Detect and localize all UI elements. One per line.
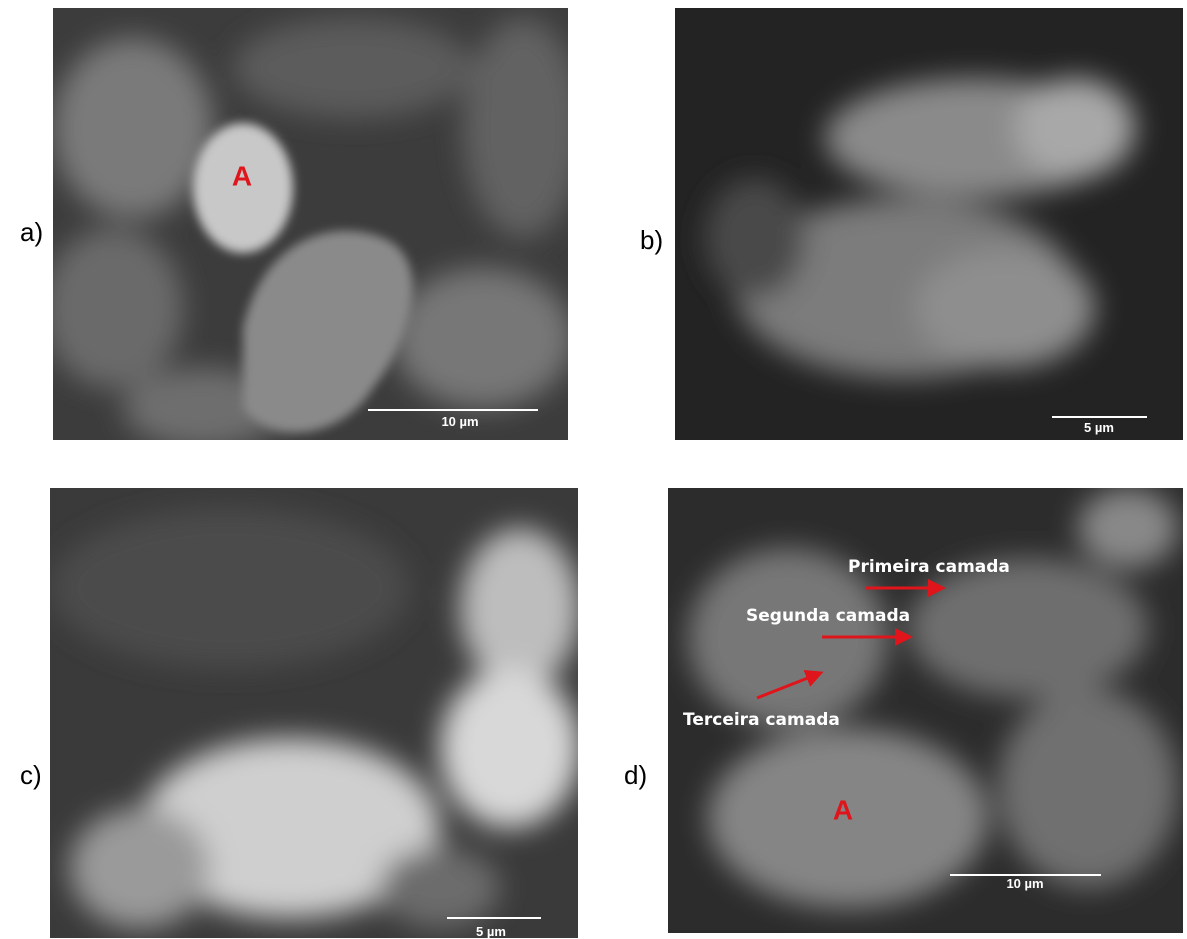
annotation: Terceira camada [683,710,840,730]
annotation: A [833,794,853,825]
sem-image-b [675,8,1183,440]
panel-label: c) [20,760,42,790]
annotation: Segunda camada [746,606,910,626]
figure: 10 µm A a) 5 µm b) 5 µm c) [0,0,1187,939]
annotation: A [232,160,252,191]
panel-label: a) [20,217,43,247]
panel-label: d) [624,760,647,790]
scale-bar-label: 5 µm [476,924,506,939]
scale-bar-label: 10 µm [441,414,478,429]
panel-label: b) [640,225,663,255]
scale-bar-label: 5 µm [1084,420,1114,435]
sem-image-a [43,8,583,448]
annotation: Primeira camada [848,557,1010,577]
scale-bar-label: 10 µm [1006,876,1043,891]
sem-image-c [50,488,580,938]
